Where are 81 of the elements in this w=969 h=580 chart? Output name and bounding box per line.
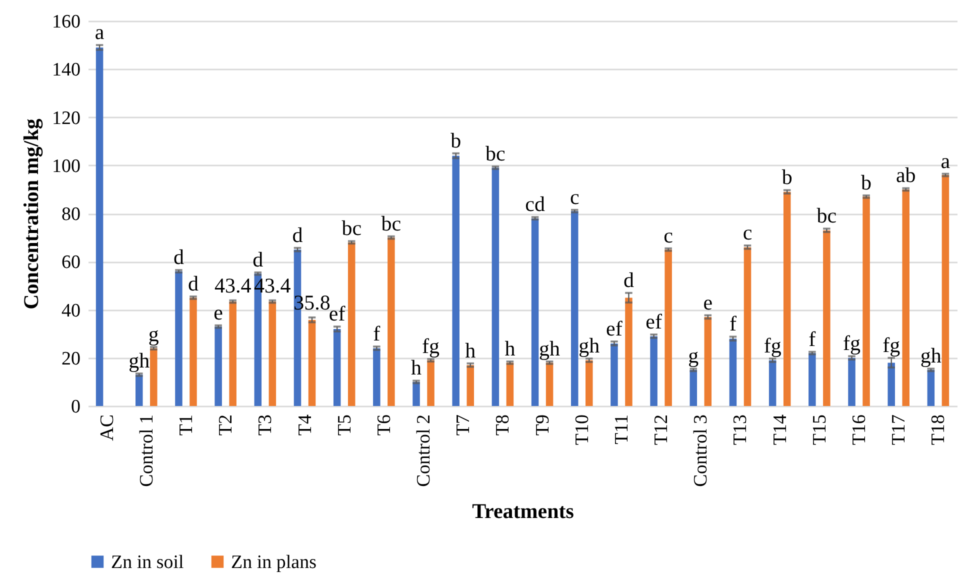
x-tick-label: Control 3 (690, 414, 712, 487)
annotation: gh (578, 334, 600, 358)
annotation: h (411, 356, 422, 380)
x-tick-label: T15 (809, 414, 830, 446)
bar (175, 271, 182, 406)
annotation: ab (896, 163, 916, 188)
x-tick-label: T11 (611, 414, 632, 444)
annotation: bc (381, 211, 402, 236)
x-tick-label: T13 (730, 414, 752, 446)
x-tick-label: T6 (374, 414, 395, 436)
bar (492, 168, 500, 406)
annotation: fg (882, 332, 901, 357)
annotation: h (504, 336, 516, 360)
data-label: 43.4 (214, 273, 252, 298)
x-tick-label: T5 (334, 414, 356, 436)
annotation: fg (422, 334, 440, 358)
x-axis-title: Treatments (472, 498, 574, 523)
annotation: ef (328, 302, 346, 326)
annotation: bc (816, 204, 837, 228)
x-tick-label: T10 (572, 414, 593, 446)
y-tick-label: 0 (71, 396, 80, 418)
bar (888, 362, 895, 406)
y-tick-label: 40 (62, 300, 80, 322)
y-axis-title: Concentration mg/kg (19, 118, 43, 310)
annotation: d (623, 268, 634, 292)
x-tick-label: T8 (492, 414, 514, 436)
annotation: f (729, 312, 736, 336)
annotation: fg (843, 331, 861, 356)
y-tick-label: 60 (62, 252, 80, 274)
annotation: fg (764, 334, 782, 358)
annotation: c (742, 220, 752, 245)
annotation: c (570, 184, 580, 209)
x-tick-label: T2 (216, 414, 237, 436)
annotation: e (703, 290, 713, 314)
bar (625, 298, 632, 406)
annotation: g (688, 344, 700, 368)
x-tick-label: T1 (176, 414, 197, 436)
annotation: gh (128, 348, 150, 373)
annotation: d (188, 272, 199, 296)
x-tick-label: T16 (849, 414, 870, 446)
x-tick-label: T3 (255, 414, 276, 436)
annotation: f (373, 322, 380, 346)
x-tick-label: Control 1 (136, 414, 158, 487)
annotation: a (94, 20, 105, 44)
annotation: b (861, 170, 872, 194)
annotation: b (782, 165, 792, 190)
annotation: d (292, 222, 304, 247)
y-tick-label: 160 (52, 12, 80, 32)
annotation: b (450, 128, 462, 152)
y-tick-label: 20 (62, 348, 80, 370)
x-tick-label: T12 (651, 414, 672, 446)
bar (427, 360, 434, 406)
y-tick-label: 100 (52, 156, 80, 177)
annotation: a (940, 148, 951, 173)
annotation: h (465, 338, 476, 362)
annotation: d (173, 245, 184, 270)
annotation: cd (525, 192, 546, 216)
annotation: c (664, 223, 673, 248)
annotation: d (252, 247, 264, 272)
annotation: gh (539, 336, 561, 360)
x-tick-label: T4 (294, 414, 316, 436)
x-tick-label: T17 (888, 414, 910, 446)
annotation: f (808, 326, 816, 351)
x-tick-label: T9 (532, 414, 554, 436)
x-tick-label: Control 2 (414, 414, 435, 487)
annotation: e (214, 300, 223, 324)
annotation: ef (646, 310, 662, 334)
annotation: g (148, 322, 160, 346)
y-tick-label: 140 (52, 60, 80, 81)
legend-label: Zn in soil (111, 552, 184, 573)
annotation: bc (342, 216, 362, 240)
x-tick-label: T7 (453, 414, 474, 436)
annotation: gh (920, 344, 942, 368)
x-tick-label: AC (96, 414, 118, 441)
annotation: ef (606, 316, 622, 341)
y-tick-label: 80 (62, 204, 80, 225)
x-tick-label: T18 (928, 414, 950, 446)
annotation: bc (486, 142, 506, 166)
x-tick-label: T14 (770, 414, 791, 446)
y-tick-label: 120 (52, 108, 80, 129)
legend-label: Zn in plans (231, 552, 316, 573)
